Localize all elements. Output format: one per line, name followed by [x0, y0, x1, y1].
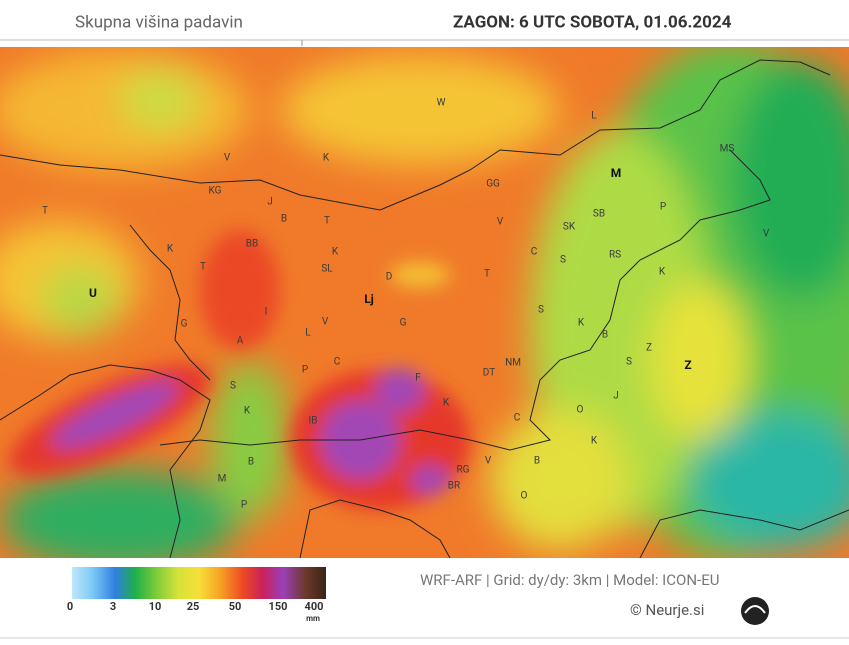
place-label: K [167, 244, 174, 255]
model-info: WRF-ARF | Grid: dy/dy: 3km | Model: ICON… [420, 571, 719, 589]
place-label: J [267, 197, 273, 208]
place-label: Z [684, 358, 691, 372]
place-label: K [332, 247, 339, 258]
title: Skupna višina padavin [75, 12, 243, 32]
place-label: U [89, 286, 97, 300]
place-label: F [415, 373, 421, 384]
place-label: V [763, 229, 770, 240]
place-label: SB [593, 209, 605, 220]
place-label: RS [609, 250, 621, 261]
place-label: B [248, 457, 254, 468]
place-label: T [42, 206, 48, 217]
place-label: SL [321, 264, 333, 275]
place-label: Lj [364, 292, 374, 306]
place-label: T [200, 262, 206, 273]
place-label: A [237, 336, 244, 347]
legend-tick-label: 10 [149, 600, 162, 613]
place-label: P [241, 500, 247, 511]
place-label: T [484, 269, 490, 280]
place-label: K [443, 398, 450, 409]
place-label: Z [646, 343, 652, 354]
place-label: KG [209, 186, 222, 197]
legend-unit: mm [306, 614, 320, 623]
place-label: I [265, 307, 268, 318]
place-label: W [437, 98, 446, 109]
place-label: B [281, 214, 287, 225]
place-label: IB [309, 416, 318, 427]
place-label: V [497, 217, 504, 228]
logo [741, 597, 769, 625]
place-label: C [514, 413, 521, 424]
place-label: M [611, 166, 622, 180]
legend-tick-label: 150 [269, 600, 288, 613]
place-label: K [591, 436, 598, 447]
place-label: G [181, 319, 188, 330]
place-label: S [626, 357, 632, 368]
legend-tick-label: 0 [67, 600, 73, 613]
place-label: C [334, 357, 341, 368]
place-label: J [613, 391, 619, 402]
place-label: L [305, 328, 311, 339]
place-label: MS [720, 144, 735, 155]
place-label: K [659, 267, 666, 278]
credit: © Neurje.si [630, 601, 704, 619]
place-label: M [218, 474, 227, 485]
place-label: P [660, 202, 666, 213]
place-label: K [323, 153, 330, 164]
place-label: O [521, 491, 528, 502]
place-label: RG [457, 465, 470, 476]
place-label: GG [486, 179, 500, 190]
place-label: S [538, 305, 544, 316]
place-label: P [302, 365, 308, 376]
place-label: S [230, 381, 236, 392]
place-label: B [602, 330, 608, 341]
place-label: B [534, 456, 540, 467]
place-label: G [400, 318, 407, 329]
logo-mark [744, 605, 766, 614]
legend-tick-label: 3 [110, 600, 116, 613]
legend-tick-label: 25 [187, 600, 200, 613]
legend-tick-label: 50 [229, 600, 242, 613]
borders [0, 59, 849, 558]
place-label: K [578, 318, 585, 329]
run-info: ZAGON: 6 UTC SOBOTA, 01.06.2024 [453, 12, 732, 32]
legend-tick-label: 400 [305, 600, 324, 613]
place-label: O [577, 405, 584, 416]
place-label: V [485, 456, 492, 467]
place-label: L [591, 111, 597, 122]
place-label: V [224, 153, 231, 164]
place-label: S [560, 255, 566, 266]
place-label: DT [483, 368, 495, 379]
colorbar [72, 567, 326, 599]
place-label: K [244, 406, 251, 417]
place-label: D [386, 272, 393, 283]
place-label: BB [246, 239, 258, 250]
place-label: BR [448, 481, 460, 492]
place-label: SK [563, 222, 576, 233]
place-label: C [531, 247, 538, 258]
place-label: V [322, 317, 329, 328]
place-label: T [324, 216, 330, 227]
place-label: NM [505, 358, 521, 369]
